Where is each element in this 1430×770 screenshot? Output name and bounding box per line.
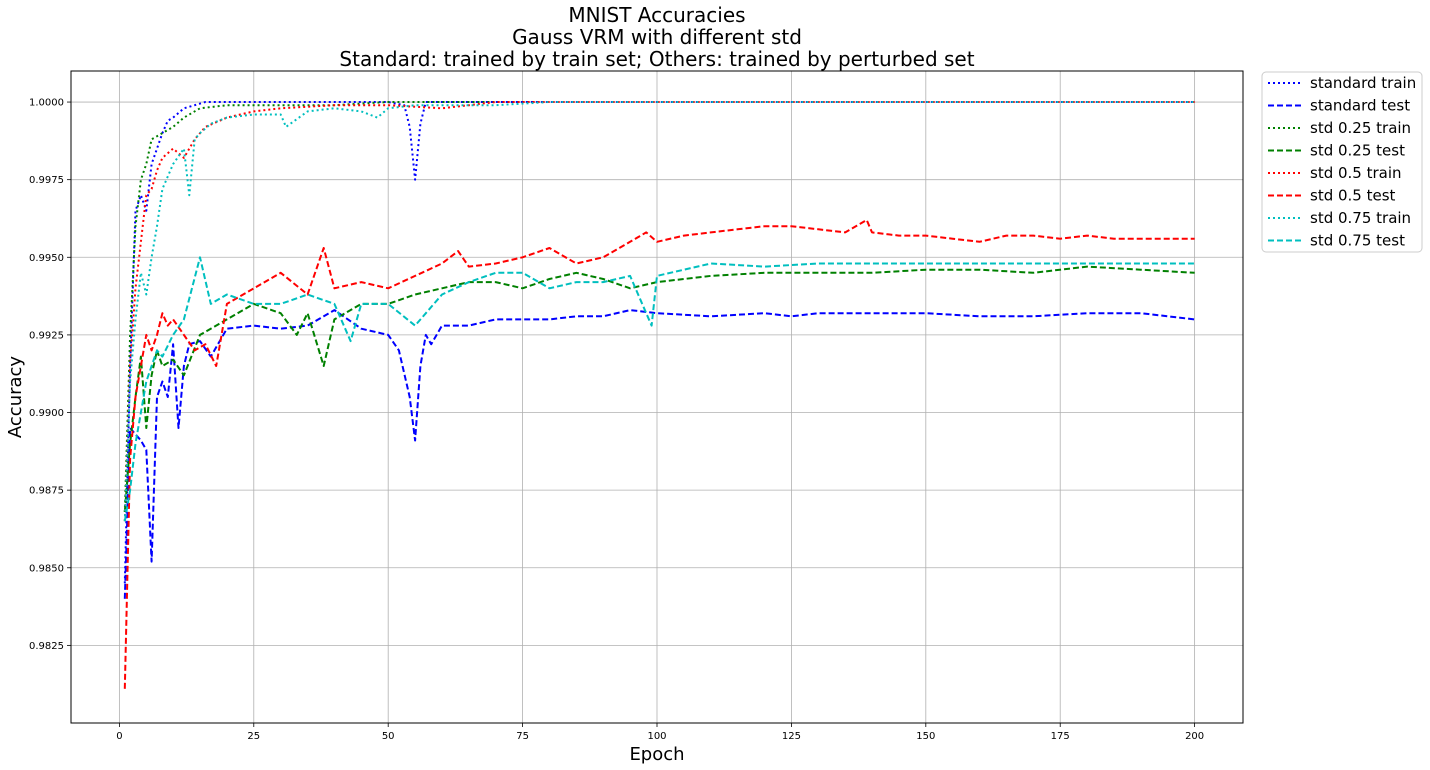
y-tick-label: 0.9850 — [29, 563, 64, 574]
series-line-4 — [123, 101, 1195, 522]
y-axis-label: Accuracy — [5, 356, 26, 439]
x-tick-label: 150 — [916, 731, 935, 742]
legend-label-7: std 0.75 test — [1310, 232, 1405, 250]
chart-title-line-1: MNIST Accuracies — [568, 3, 745, 27]
chart-title-line-2: Gauss VRM with different std — [512, 25, 802, 49]
x-tick-label: 25 — [247, 731, 260, 742]
x-axis-label: Epoch — [629, 744, 684, 765]
legend-label-2: std 0.25 train — [1310, 119, 1411, 137]
legend-label-0: standard train — [1310, 74, 1416, 92]
x-tick-label: 200 — [1185, 731, 1204, 742]
x-tick-label: 125 — [782, 731, 801, 742]
y-tick-label: 0.9900 — [29, 408, 64, 419]
legend: standard train standard test std 0.25 trai… — [1261, 71, 1423, 253]
series-line-7 — [123, 256, 1195, 522]
series-layer — [123, 101, 1195, 689]
series-line-3 — [123, 265, 1195, 512]
x-tick-label: 50 — [382, 731, 395, 742]
legend-label-5: std 0.5 test — [1310, 187, 1396, 205]
series-line-1 — [123, 309, 1195, 599]
y-tick-label: 0.9875 — [29, 486, 64, 497]
ticks: 0 25 50 75 100 125 150 175 200 0.9825 0.9850 0.9875… — [29, 98, 1204, 742]
legend-label-4: std 0.5 train — [1310, 164, 1402, 182]
y-tick-label: 1.0000 — [29, 98, 64, 109]
x-tick-label: 175 — [1051, 731, 1070, 742]
series-line-0 — [123, 101, 1195, 584]
legend-frame — [1261, 71, 1423, 253]
legend-label-6: std 0.75 train — [1310, 209, 1411, 227]
x-tick-label: 100 — [647, 731, 666, 742]
legend-label-3: std 0.25 test — [1310, 142, 1405, 160]
y-tick-label: 0.9975 — [29, 175, 64, 186]
y-tick-label: 0.9950 — [29, 253, 64, 264]
y-tick-label: 0.9925 — [29, 330, 64, 341]
x-tick-label: 0 — [116, 731, 122, 742]
y-tick-label: 0.9825 — [29, 641, 64, 652]
chart-title-line-3: Standard: trained by train set; Others: … — [339, 47, 974, 71]
legend-label-1: standard test — [1310, 97, 1410, 115]
series-line-5 — [123, 219, 1195, 689]
x-tick-label: 75 — [516, 731, 529, 742]
